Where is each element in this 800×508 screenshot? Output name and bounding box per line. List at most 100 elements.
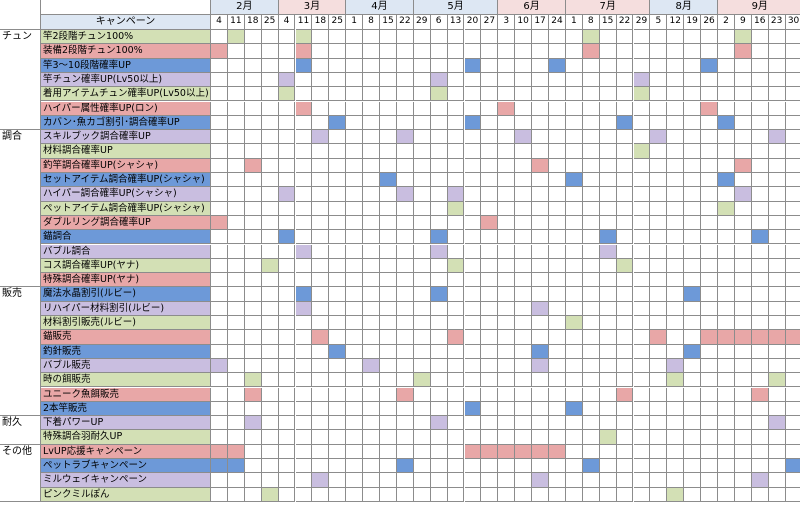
schedule-cell[interactable] (346, 287, 364, 302)
schedule-cell[interactable] (633, 258, 651, 274)
schedule-cell[interactable] (532, 144, 549, 159)
schedule-cell[interactable] (549, 173, 566, 188)
schedule-cell[interactable] (734, 173, 752, 188)
schedule-cell[interactable] (599, 316, 617, 331)
schedule-cell[interactable] (515, 258, 533, 274)
schedule-cell-active[interactable] (633, 144, 651, 159)
schedule-cell[interactable] (718, 258, 735, 274)
schedule-cell[interactable] (667, 401, 685, 417)
schedule-cell[interactable] (498, 230, 516, 245)
schedule-cell-active[interactable] (261, 487, 279, 502)
schedule-cell[interactable] (616, 416, 634, 431)
schedule-cell[interactable] (363, 401, 380, 417)
schedule-cell[interactable] (498, 416, 516, 431)
schedule-cell[interactable] (430, 173, 448, 188)
schedule-cell[interactable] (261, 230, 279, 245)
schedule-cell-active[interactable] (211, 358, 228, 374)
schedule-cell[interactable] (211, 30, 228, 45)
schedule-cell[interactable] (447, 158, 465, 173)
schedule-cell[interactable] (396, 416, 414, 431)
schedule-cell[interactable] (718, 230, 735, 245)
schedule-cell[interactable] (650, 358, 668, 374)
schedule-cell-active[interactable] (701, 330, 718, 345)
schedule-cell[interactable] (278, 430, 296, 445)
schedule-cell-active[interactable] (734, 187, 752, 202)
schedule-cell[interactable] (380, 344, 397, 359)
schedule-cell[interactable] (481, 144, 499, 159)
schedule-cell[interactable] (684, 273, 702, 288)
schedule-cell-active[interactable] (633, 72, 651, 88)
schedule-cell[interactable] (346, 101, 364, 116)
schedule-cell[interactable] (599, 401, 617, 417)
schedule-cell[interactable] (684, 387, 702, 402)
schedule-cell-active[interactable] (211, 459, 228, 474)
schedule-cell[interactable] (734, 344, 752, 359)
row-label[interactable]: 特殊調合確率UP(ヤナ) (41, 273, 211, 288)
schedule-cell[interactable] (413, 230, 431, 245)
schedule-cell-active[interactable] (396, 387, 414, 402)
schedule-cell[interactable] (650, 487, 668, 502)
schedule-cell-active[interactable] (768, 330, 786, 345)
row-label[interactable]: カバン･魚カゴ割引･調合確率UP (41, 115, 211, 131)
schedule-cell[interactable] (667, 344, 685, 359)
schedule-cell[interactable] (261, 115, 279, 131)
schedule-cell[interactable] (295, 215, 313, 231)
schedule-cell[interactable] (430, 158, 448, 173)
schedule-cell[interactable] (785, 144, 800, 159)
schedule-cell-active[interactable] (244, 373, 262, 388)
row-label[interactable]: ペットラブキャンペーン (41, 459, 211, 474)
schedule-cell[interactable] (599, 387, 617, 402)
schedule-cell[interactable] (616, 401, 634, 417)
schedule-cell[interactable] (650, 287, 668, 302)
schedule-cell[interactable] (633, 201, 651, 216)
schedule-cell[interactable] (346, 473, 364, 488)
schedule-cell-active[interactable] (785, 459, 800, 474)
schedule-cell[interactable] (278, 158, 296, 173)
schedule-cell[interactable] (498, 473, 516, 488)
schedule-cell[interactable] (329, 158, 347, 173)
schedule-cell[interactable] (768, 487, 786, 502)
schedule-cell[interactable] (498, 173, 516, 188)
schedule-cell[interactable] (413, 158, 431, 173)
schedule-cell[interactable] (380, 301, 397, 316)
schedule-cell[interactable] (650, 430, 668, 445)
schedule-cell[interactable] (346, 358, 364, 374)
schedule-cell[interactable] (785, 201, 800, 216)
schedule-cell[interactable] (363, 215, 380, 231)
schedule-cell[interactable] (430, 430, 448, 445)
schedule-cell[interactable] (447, 316, 465, 331)
schedule-cell[interactable] (616, 473, 634, 488)
schedule-cell[interactable] (718, 487, 735, 502)
schedule-cell[interactable] (278, 444, 296, 459)
schedule-cell[interactable] (346, 130, 364, 145)
schedule-cell[interactable] (701, 459, 718, 474)
schedule-cell-active[interactable] (430, 287, 448, 302)
schedule-cell[interactable] (599, 459, 617, 474)
schedule-cell-active[interactable] (498, 444, 516, 459)
schedule-cell[interactable] (481, 330, 499, 345)
schedule-cell[interactable] (599, 87, 617, 102)
schedule-cell[interactable] (363, 287, 380, 302)
schedule-cell[interactable] (447, 87, 465, 102)
schedule-cell[interactable] (380, 273, 397, 288)
schedule-cell[interactable] (227, 72, 245, 88)
schedule-cell[interactable] (667, 30, 685, 45)
schedule-cell[interactable] (447, 373, 465, 388)
schedule-cell[interactable] (498, 58, 516, 73)
schedule-cell[interactable] (498, 115, 516, 131)
schedule-cell[interactable] (701, 173, 718, 188)
schedule-cell[interactable] (565, 444, 583, 459)
schedule-cell[interactable] (768, 230, 786, 245)
schedule-cell[interactable] (464, 487, 482, 502)
schedule-cell[interactable] (481, 87, 499, 102)
schedule-cell[interactable] (295, 230, 313, 245)
schedule-cell[interactable] (211, 301, 228, 316)
schedule-cell[interactable] (768, 72, 786, 88)
schedule-cell[interactable] (616, 173, 634, 188)
schedule-cell[interactable] (244, 273, 262, 288)
schedule-cell[interactable] (244, 459, 262, 474)
schedule-cell[interactable] (380, 473, 397, 488)
schedule-cell[interactable] (498, 387, 516, 402)
schedule-cell[interactable] (244, 230, 262, 245)
schedule-cell[interactable] (768, 101, 786, 116)
